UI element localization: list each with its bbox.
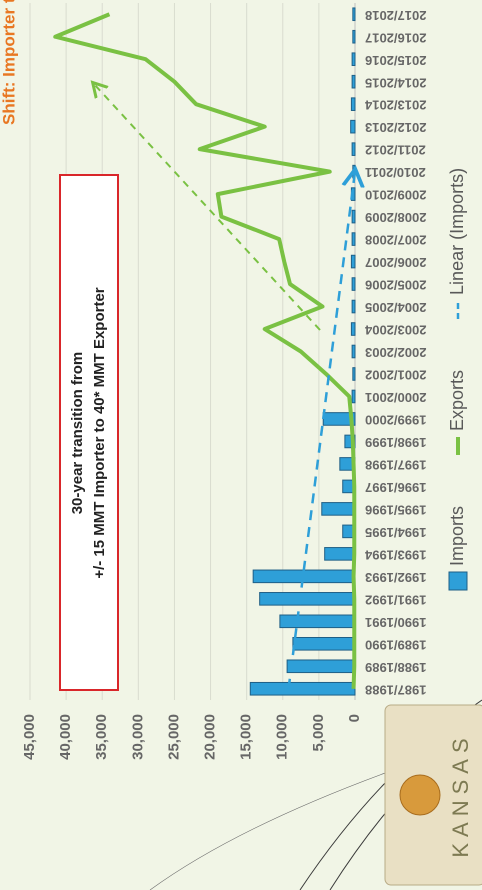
bar [352,29,356,44]
y-tick-label: 35,000 [93,714,110,760]
x-tick-label: 1990/1991 [365,615,426,630]
x-tick-label: 2006/2007 [365,255,426,270]
x-tick-label: 1995/1996 [365,502,426,517]
bar [350,119,356,134]
x-tick-label: 2014/2015 [365,75,426,90]
bar [351,74,356,89]
x-tick-label: 2015/2016 [365,53,426,68]
y-tick-label: 5,000 [310,714,327,752]
bar [321,502,356,516]
legend-label: Linear (Imports) [447,168,467,295]
x-tick-label: 1997/1998 [365,457,426,472]
bar [252,569,356,584]
x-tick-label: 2013/2014 [364,98,426,113]
y-tick-label: 10,000 [274,714,291,760]
bar [350,322,356,336]
x-tick-label: 1998/1999 [365,435,426,450]
x-tick-label: 2016/2017 [365,30,426,45]
y-tick-label: 30,000 [129,714,146,760]
x-tick-label: 2000/2001 [365,390,426,405]
annotation: +/- 15 MMT Importer to 40* MMT Exporter [91,287,108,578]
bar [351,142,356,156]
x-tick-label: 2010/2011 [365,165,426,180]
bar [352,367,356,381]
x-tick-label: 1989/1990 [365,637,426,652]
y-tick-label: 0 [346,714,363,722]
x-tick-label: 1987/1988 [365,682,426,697]
bar [351,277,356,291]
bar [352,7,356,22]
x-tick-label: 1991/1992 [365,592,426,607]
x-tick-label: 1992/1993 [365,570,426,585]
y-tick-label: 20,000 [202,714,219,760]
trend-arrow [94,84,321,331]
y-tick-label: 15,000 [238,714,255,760]
x-tick-label: 2001/2002 [365,368,426,383]
x-tick-label: 1988/1989 [365,660,426,675]
legend-label: Exports [447,370,467,431]
bar [249,681,356,696]
bar [351,299,356,314]
x-tick-label: 1994/1995 [365,525,426,540]
bar [259,592,356,606]
bar [279,614,356,629]
x-tick-label: 2003/2004 [364,323,426,338]
bar [350,254,356,269]
annotation-box [59,174,119,691]
x-tick-label: 2007/2008 [365,233,426,248]
bar [286,659,356,674]
bar [351,344,356,359]
x-tick-label: 1999/2000 [365,413,426,428]
legend-label: Imports [447,506,467,566]
trend-line [287,172,355,689]
x-tick-label: 2008/2009 [365,210,426,225]
bar [324,547,356,561]
chart-title: Shift: Importer to Exporter [0,0,18,125]
bar [292,636,356,651]
bar [351,232,356,246]
logo-text: KANSAS [448,732,473,857]
x-tick-label: 2017/2018 [365,8,426,23]
legend-swatch [448,571,468,591]
y-tick-label: 25,000 [165,714,182,760]
line [53,12,357,689]
x-tick-label: 2004/2005 [365,300,426,315]
x-tick-label: 2009/2010 [365,188,426,203]
bar [351,209,356,224]
y-tick-label: 40,000 [57,714,74,760]
annotation: 30-year transition from [69,352,86,515]
bar [350,97,356,111]
bar [351,389,356,404]
logo: KANSAS [384,704,482,886]
x-tick-label: 2002/2003 [365,345,426,360]
y-tick-label: 45,000 [21,714,38,760]
x-tick-label: 1993/1994 [364,547,426,562]
x-tick-label: 2012/2013 [365,120,426,135]
bar [351,52,356,67]
x-tick-label: 2005/2006 [365,278,426,293]
x-tick-label: 1996/1997 [365,480,426,495]
x-tick-label: 2011/2012 [365,143,426,158]
